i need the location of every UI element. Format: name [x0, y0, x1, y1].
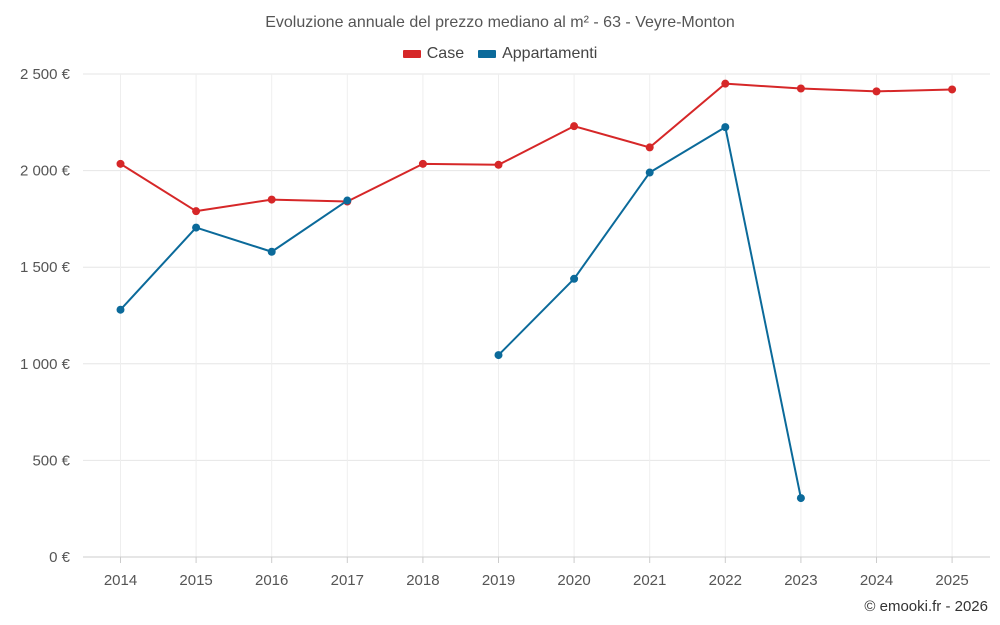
data-point-case [796, 84, 805, 93]
legend-label-appartamenti: Appartamenti [502, 45, 598, 62]
x-tick-label: 2017 [331, 572, 364, 589]
data-point-appartamenti [796, 494, 805, 503]
y-tick-label: 500 € [32, 452, 70, 469]
x-tick-label: 2016 [255, 572, 288, 589]
legend-label-case: Case [426, 45, 465, 62]
y-tick-label: 2 000 € [20, 163, 71, 180]
legend: Case Appartamenti [0, 45, 1000, 63]
data-point-appartamenti [721, 123, 730, 132]
data-point-case [872, 87, 881, 96]
legend-item-appartamenti[interactable]: Appartamenti [478, 45, 597, 63]
x-tick-label: 2020 [557, 572, 590, 589]
y-tick-label: 1 000 € [20, 356, 71, 373]
y-tick-label: 2 500 € [20, 66, 71, 83]
data-point-appartamenti [192, 223, 201, 232]
data-point-appartamenti [267, 247, 276, 256]
x-tick-label: 2023 [784, 572, 817, 589]
data-point-case [116, 159, 125, 168]
credit-text: © emooki.fr - 2026 [864, 598, 988, 615]
x-tick-label: 2022 [709, 572, 742, 589]
data-point-case [570, 122, 579, 131]
data-point-case [494, 160, 503, 169]
x-tick-label: 2015 [179, 572, 212, 589]
chart-title: Evoluzione annuale del prezzo mediano al… [265, 14, 735, 31]
data-point-appartamenti [645, 168, 654, 177]
x-tick-label: 2021 [633, 572, 666, 589]
data-point-case [418, 159, 427, 168]
data-point-case [721, 79, 730, 88]
data-point-appartamenti [570, 274, 579, 283]
data-point-appartamenti [343, 196, 352, 205]
x-tick-label: 2018 [406, 572, 439, 589]
legend-swatch-case [402, 50, 421, 58]
x-tick-label: 2014 [104, 572, 137, 589]
y-tick-label: 0 € [49, 549, 71, 566]
data-point-case [948, 85, 957, 94]
data-point-appartamenti [116, 305, 125, 314]
series-line-case [119, 82, 953, 213]
series-line-appartamenti [119, 126, 802, 499]
data-point-appartamenti [494, 351, 503, 360]
legend-item-case[interactable]: Case [402, 45, 465, 63]
data-point-case [645, 143, 654, 152]
data-point-case [267, 195, 276, 204]
x-tick-label: 2019 [482, 572, 515, 589]
legend-swatch-appartamenti [478, 50, 497, 58]
y-tick-label: 1 500 € [20, 259, 71, 276]
data-point-case [192, 207, 201, 216]
x-tick-label: 2025 [935, 572, 968, 589]
x-tick-label: 2024 [860, 572, 893, 589]
